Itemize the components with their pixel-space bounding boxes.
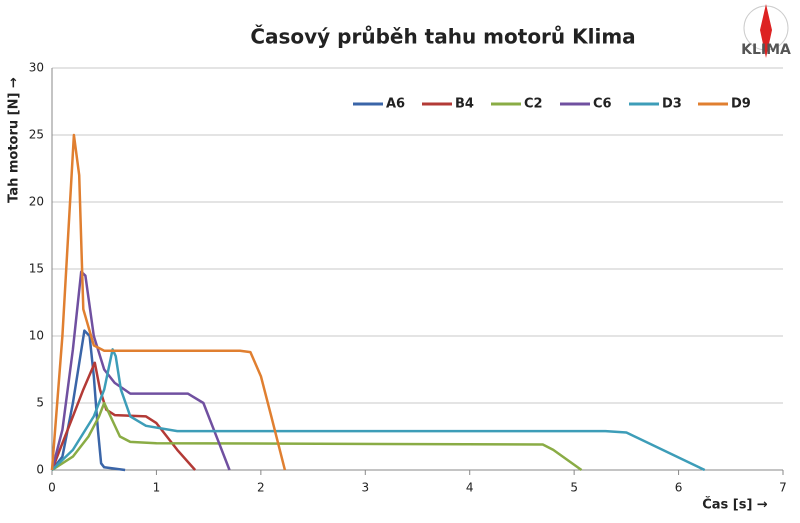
y-tick-label: 25	[29, 128, 44, 142]
legend-label: C2	[524, 97, 543, 112]
legend-label: A6	[386, 97, 405, 112]
y-tick-label: 20	[29, 195, 44, 209]
legend-label: B4	[455, 97, 474, 112]
x-tick-label: 0	[48, 481, 56, 495]
logo: KLIMA	[741, 4, 791, 58]
legend-label: D3	[662, 97, 682, 112]
x-tick-label: 4	[466, 481, 474, 495]
y-tick-label: 10	[29, 329, 44, 343]
x-tick-label: 6	[675, 481, 683, 495]
y-tick-label: 0	[36, 463, 44, 477]
series-line	[50, 133, 287, 471]
y-tick-label: 5	[36, 396, 44, 410]
x-tick-label: 7	[779, 481, 787, 495]
legend-label: D9	[731, 97, 751, 112]
x-tick-label: 3	[361, 481, 369, 495]
y-tick-label: 30	[29, 61, 44, 75]
y-tick-label: 15	[29, 262, 44, 276]
logo-rocket	[760, 4, 772, 58]
y-axis-label: Tah motoru [N] →	[7, 77, 22, 203]
x-tick-label: 5	[570, 481, 578, 495]
series-line	[51, 401, 583, 472]
chart-title: Časový průběh tahu motorů Klima	[250, 25, 635, 49]
x-tick-label: 1	[153, 481, 161, 495]
legend-label: C6	[593, 97, 612, 112]
series-line	[50, 270, 231, 471]
x-tick-label: 2	[257, 481, 265, 495]
series-line	[51, 348, 706, 472]
logo-text: KLIMA	[741, 42, 791, 58]
x-axis-label: Čas [s] →	[702, 497, 768, 513]
